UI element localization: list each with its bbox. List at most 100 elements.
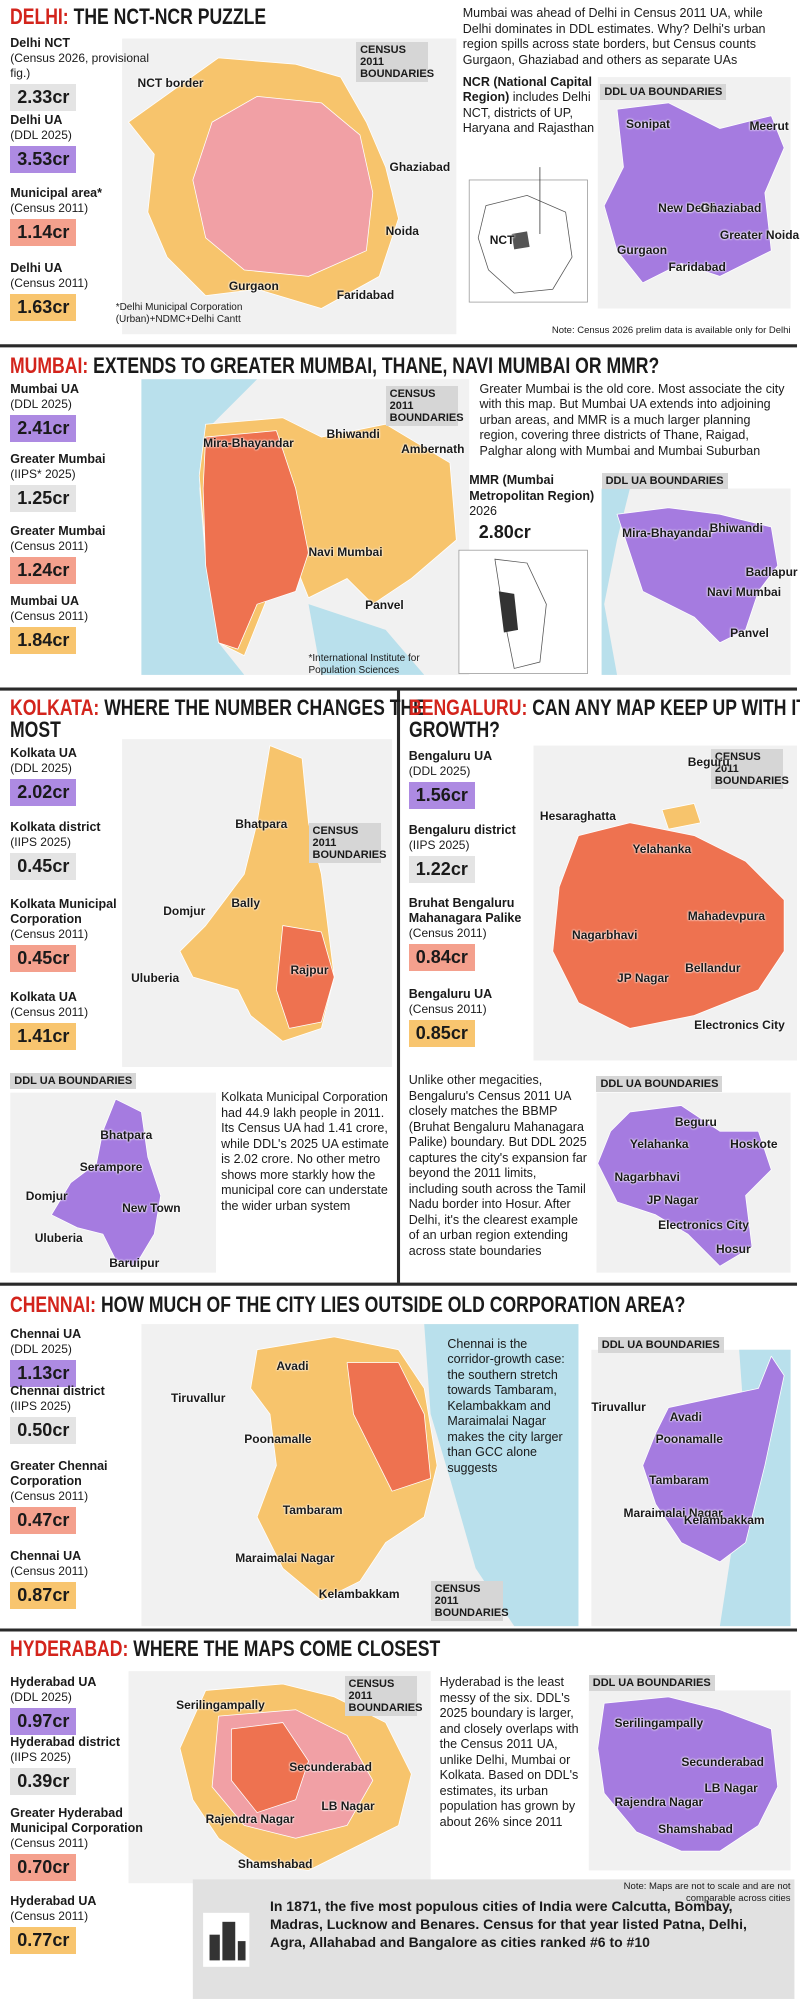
stat-source: (IIPS 2025) [10, 1750, 71, 1765]
place-label: Ambernath [401, 442, 465, 457]
stat: Bruhat Bengaluru Mahanagara Palike (Censu… [408, 895, 548, 971]
stat-source: (DDL 2025) [10, 1690, 72, 1704]
stat: Bengaluru UA (Census 2011) 0.85cr [408, 987, 548, 1048]
stat-name: Hyderabad UA [10, 1675, 97, 1689]
place-label: New Town [122, 1200, 181, 1215]
map-label: DDL UA BOUNDARIES [601, 473, 728, 490]
map-label: CENSUS 2011 BOUNDARIES [308, 822, 386, 863]
city-name: KOLKATA: [10, 694, 100, 720]
place-label: Maraimalai Nagar [235, 1550, 335, 1565]
place-label: Sonipat [626, 117, 671, 132]
water [424, 1324, 579, 1627]
stat-value: 0.84cr [408, 943, 475, 971]
place-label: Mira-Bhayandar [622, 526, 713, 541]
mmr-value: 2.80cr [478, 522, 531, 543]
map-label: CENSUS 2011 BOUNDARIES [430, 1581, 509, 1622]
map-label: CENSUS 2011 BOUNDARIES [710, 749, 789, 790]
stat: Hyderabad UA (Census 2011) 0.77cr [10, 1894, 149, 1954]
map-label: DDL UA BOUNDARIES [600, 83, 727, 100]
stat-source: (IIPS* 2025) [10, 467, 76, 482]
ncr-text: NCR (National Capital Region) includes D… [463, 75, 607, 137]
stat: Chennai UA (Census 2011) 0.87cr [10, 1549, 149, 1610]
ncr-body: includes Delhi NCT, districts of UP, Har… [462, 90, 595, 136]
stat-value: 2.41cr [10, 414, 77, 442]
stat-source: (Census 2011) [10, 1489, 89, 1504]
stat-value: 0.85cr [408, 1020, 475, 1048]
place-label: Nagarbhavi [614, 1170, 680, 1185]
stat: Delhi NCT (Census 2026, provisional fig.)… [10, 36, 149, 111]
stat-source: (Census 2011) [10, 1908, 89, 1923]
stat-source: (Census 2011) [408, 925, 487, 940]
place-label: Bhiwandi [709, 520, 763, 535]
place-label: Serilingampally [176, 1698, 265, 1713]
place-label: Bally [231, 896, 261, 911]
place-label: Tiruvallur [170, 1391, 226, 1406]
stat: Kolkata district (IIPS 2025) 0.45cr [10, 820, 149, 881]
place-label: Poonamalle [244, 1432, 312, 1447]
stat-source: (Census 2011) [10, 275, 89, 290]
place-label: Greater Noida [719, 227, 800, 242]
stat-name: Greater Hyderabad Municipal Corporation [10, 1806, 143, 1836]
place-label: Uluberia [131, 970, 180, 985]
stat: Kolkata UA (Census 2011) 1.41cr [10, 990, 149, 1050]
stat-source: (DDL 2025) [10, 760, 72, 775]
stat-name: Bengaluru district [408, 822, 516, 837]
stat-value: 0.45cr [10, 945, 77, 973]
stat-value: 0.39cr [10, 1768, 77, 1796]
place-label: Serampore [79, 1159, 143, 1174]
place-label: Panvel [730, 626, 769, 641]
stat-value: 1.14cr [10, 219, 77, 247]
stat-value: 1.13cr [10, 1359, 77, 1387]
place-label: Shamshabad [658, 1821, 733, 1836]
description: Hyderabad is the least messy of the six.… [439, 1675, 579, 1829]
building-icon [237, 1941, 246, 1961]
place-label: Mira-Bhayandar [203, 436, 294, 451]
stat-value: 0.97cr [10, 1708, 77, 1735]
stat-source: (Census 2011) [10, 1004, 89, 1019]
stat-source: (Census 2011) [10, 608, 89, 623]
map-label: DDL UA BOUNDARIES [588, 1675, 715, 1691]
place-label: Meerut [749, 118, 789, 133]
note: Note: Census 2026 prelim data is availab… [551, 325, 791, 337]
description: Greater Mumbai is the old core. Most ass… [479, 381, 785, 458]
place-label: New Delhi [658, 200, 716, 215]
stat-value: 0.87cr [10, 1582, 77, 1610]
stat: Bengaluru UA (DDL 2025) 1.56cr [408, 749, 548, 810]
stat-value: 1.22cr [408, 855, 475, 883]
map-shapes [0, 38, 798, 1999]
place-label: Kelambakkam [683, 1513, 765, 1528]
stat-name: Bruhat Bengaluru Mahanagara Palike [408, 895, 522, 925]
section-title: KOLKATA: WHERE THE NUMBER CHANGES THE MO… [10, 694, 473, 741]
stat-name: Kolkata Municipal Corporation [10, 897, 117, 927]
stat-source: (DDL 2025) [10, 1341, 72, 1356]
stat-source: (IIPS 2025) [10, 835, 71, 850]
place-label: JP Nagar [646, 1193, 699, 1208]
inset-mmr [498, 591, 519, 633]
place-label: Faridabad [668, 259, 726, 274]
boundary-area [552, 822, 785, 1029]
map-label: CENSUS 2011 BOUNDARIES [356, 42, 434, 83]
stat-value: 0.47cr [10, 1507, 77, 1535]
water [601, 488, 630, 675]
place-label: NCT border [137, 76, 204, 91]
boundary-area [346, 1362, 432, 1492]
headline: HOW MUCH OF THE CITY LIES OUTSIDE OLD CO… [101, 1292, 686, 1318]
stat: Municipal area* (Census 2011) 1.14cr [10, 186, 149, 247]
stat: Chennai district (IIPS 2025) 0.50cr [10, 1384, 149, 1445]
section-title: DELHI: THE NCT-NCR PUZZLE [10, 6, 473, 28]
stat-source: (Census 2011) [10, 927, 89, 942]
stat: Hyderabad district (IIPS 2025) 0.39cr [10, 1735, 149, 1796]
ncr-title: NCR (National Capital Region) [462, 74, 592, 105]
description: Chennai is the corridor-growth case: the… [447, 1336, 565, 1475]
boundary-area [597, 1696, 779, 1852]
stat-value: 0.77cr [10, 1926, 77, 1954]
place-label: Yelahanka [629, 1136, 689, 1151]
boundary-area [192, 96, 374, 277]
footer-text: In 1871, the five most populous cities o… [269, 1898, 747, 1951]
stat: Greater Chennai Corporation (Census 2011)… [10, 1459, 149, 1535]
mmr-title: MMR (Mumbai Metropolitan Region) [469, 473, 595, 503]
stat: Greater Hyderabad Municipal Corporation(… [10, 1806, 149, 1882]
stat: Kolkata Municipal Corporation (Census 201… [10, 897, 149, 973]
section-title: BENGALURU: CAN ANY MAP KEEP UP WITH ITS … [409, 696, 800, 741]
place-label: Avadi [276, 1359, 309, 1374]
